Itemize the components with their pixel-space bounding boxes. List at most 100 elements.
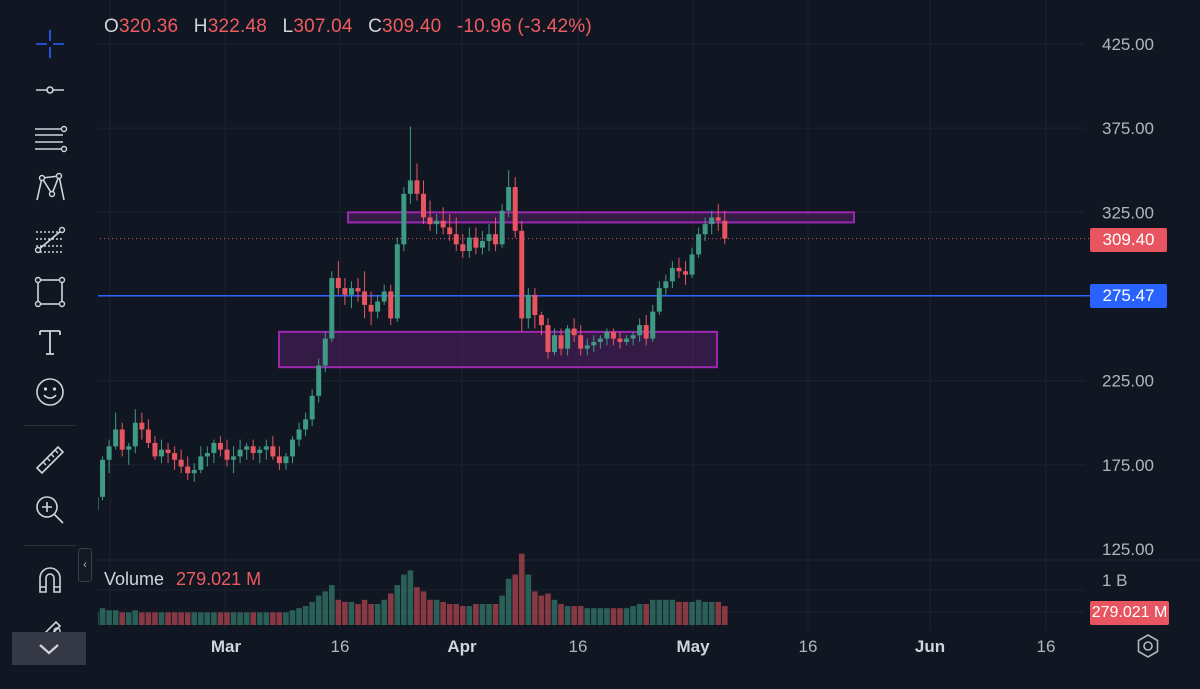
candle-body xyxy=(453,234,459,245)
candle-body xyxy=(263,446,269,450)
volume-bar xyxy=(237,612,243,625)
volume-bar xyxy=(617,608,623,625)
candle-body xyxy=(538,315,544,326)
candle-body xyxy=(381,291,387,302)
candle-body xyxy=(715,217,721,221)
time-axis-label: 16 xyxy=(569,637,588,656)
candle-body xyxy=(113,429,119,447)
candle-body xyxy=(178,459,184,467)
volume-bar xyxy=(329,585,335,625)
candle-body xyxy=(617,338,623,342)
volume-bar xyxy=(453,604,460,625)
candle-body xyxy=(650,311,656,339)
candle-body xyxy=(440,220,446,228)
candle-body xyxy=(296,429,302,440)
volume-bar xyxy=(315,595,322,625)
volume-bar xyxy=(505,578,512,625)
price-axis-label: 125.00 xyxy=(1102,540,1154,559)
candle-body xyxy=(421,193,426,218)
volume-bar xyxy=(158,612,165,625)
volume-bar xyxy=(302,606,309,625)
volume-bar xyxy=(355,604,361,625)
volume-bar xyxy=(309,601,315,625)
volume-bar xyxy=(381,599,387,625)
candle-body xyxy=(545,325,551,353)
volume-bar xyxy=(270,612,276,625)
volume-label: Volume xyxy=(104,569,165,589)
volume-bar xyxy=(512,574,518,625)
candle-body xyxy=(656,288,662,312)
settings-gear-icon[interactable] xyxy=(1134,632,1162,660)
volume-bar xyxy=(368,604,374,625)
candle-body xyxy=(303,419,309,430)
volume-bar xyxy=(217,612,224,625)
candle-body xyxy=(571,328,577,336)
volume-bar xyxy=(656,599,663,625)
time-axis-label: Jun xyxy=(915,637,945,656)
volume-bar xyxy=(407,570,414,625)
volume-bar xyxy=(545,593,551,625)
rectangle-tool[interactable] xyxy=(26,272,74,312)
volume-bar xyxy=(178,612,184,625)
candle-body xyxy=(348,288,354,295)
zoom-in-tool[interactable] xyxy=(26,490,74,530)
price-axis-label: 175.00 xyxy=(1102,456,1154,475)
time-axis-label: Apr xyxy=(447,637,477,656)
candle-body xyxy=(224,449,230,460)
volume-bar xyxy=(689,601,695,625)
crosshair-tool[interactable] xyxy=(26,24,74,64)
candle-body xyxy=(532,294,538,316)
time-axis-label: 16 xyxy=(331,637,350,656)
price-axis-label: 325.00 xyxy=(1102,203,1154,222)
collapse-toolbar-button[interactable]: ‹ xyxy=(78,548,92,582)
emoji-tool[interactable] xyxy=(26,372,74,412)
more-tools-button[interactable] xyxy=(12,632,86,665)
volume-bar xyxy=(486,604,492,625)
volume-bar xyxy=(715,601,722,625)
candle-body xyxy=(525,294,531,319)
volume-bar xyxy=(256,612,263,625)
candle-body xyxy=(637,325,643,336)
horizontal-line-price-tag[interactable]: 275.47 xyxy=(1090,284,1167,308)
volume-bar xyxy=(132,610,139,625)
prediction-tool[interactable] xyxy=(26,220,74,260)
volume-bar xyxy=(492,604,499,625)
horizontal-line-tool[interactable] xyxy=(26,70,74,110)
candle-body xyxy=(388,291,394,319)
volume-bar xyxy=(676,601,682,625)
time-axis-label: May xyxy=(676,637,710,656)
text-icon xyxy=(39,330,61,355)
open-label: O xyxy=(104,16,119,37)
candle-body xyxy=(119,429,125,450)
magnet-tool[interactable] xyxy=(26,560,74,600)
volume-bar xyxy=(99,608,106,625)
crosshair-icon xyxy=(36,30,64,58)
candle-body xyxy=(447,227,453,235)
pattern-tool[interactable] xyxy=(26,168,74,208)
ruler-tool[interactable] xyxy=(26,440,74,480)
volume-bar xyxy=(643,604,649,625)
candle-body xyxy=(683,271,688,275)
ohlc-legend: O320.36 H322.48 L307.04 C309.40 -10.96 (… xyxy=(104,16,602,38)
candle-body xyxy=(250,446,256,454)
candle-body xyxy=(100,459,106,497)
candle-body xyxy=(204,453,210,457)
candle-body xyxy=(486,234,492,241)
candle-body xyxy=(604,331,610,339)
volume-bar xyxy=(532,591,538,625)
text-tool[interactable] xyxy=(26,322,74,362)
rectangle-icon xyxy=(34,276,66,308)
volume-bar xyxy=(518,553,525,625)
volume-bar xyxy=(473,604,479,625)
volume-bar xyxy=(152,612,158,625)
volume-bar xyxy=(387,593,394,625)
candle-body xyxy=(106,446,112,460)
fib-retracement-tool[interactable] xyxy=(26,120,74,160)
candle-body xyxy=(375,301,381,312)
candle-body xyxy=(355,288,361,292)
candle-body xyxy=(499,210,505,245)
prediction-icon xyxy=(34,226,66,254)
candle-body xyxy=(316,365,322,396)
candle-body xyxy=(139,422,145,430)
